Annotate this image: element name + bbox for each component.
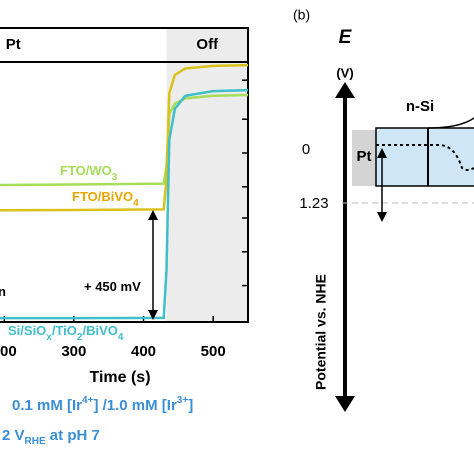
- level-label: 1.23: [299, 195, 328, 212]
- frame: [0, 27, 249, 323]
- series-line: [0, 88, 249, 320]
- contact: [352, 130, 376, 186]
- text-part: at pH 7: [46, 427, 100, 444]
- text-part: /TiO: [52, 323, 77, 338]
- arrow-head: [148, 310, 158, 320]
- region: [166, 28, 248, 322]
- annotation: FTO/BiVO4: [72, 189, 139, 209]
- text-part: /BiVO: [82, 323, 117, 338]
- text-part: n: [0, 284, 6, 299]
- text-part: ]: [188, 397, 193, 414]
- x-tick-label: 500: [201, 343, 226, 360]
- text-part: 3: [112, 172, 118, 183]
- text-part: RHE: [25, 436, 46, 447]
- annotation: + 450 mV: [84, 279, 141, 294]
- x-tick-label: 200: [0, 343, 17, 360]
- arrow-head: [148, 210, 158, 220]
- text-part: FTO/BiVO: [72, 189, 133, 204]
- annotation: 0.1 mM [Ir4+] /1.0 mM [Ir3+]: [12, 395, 193, 414]
- axis-label: Potential vs. NHE: [313, 274, 329, 390]
- contact-label: Pt: [357, 148, 372, 165]
- annotation: FTO/WO3: [60, 163, 118, 183]
- region-label: Pt: [6, 36, 21, 53]
- annotation: Si/SiOx/TiO2/BiVO4: [8, 323, 124, 343]
- text-part: 2 V: [2, 427, 25, 444]
- arrow-head: [335, 82, 355, 98]
- material-label: n-Si: [406, 98, 434, 115]
- semiconductor: [375, 127, 474, 187]
- text-part: 0.1 mM [Ir: [12, 397, 82, 414]
- x-axis-label: Time (s): [89, 369, 150, 386]
- level-label: 0: [302, 141, 310, 158]
- text-part: 4: [133, 198, 139, 209]
- text-part: 3+: [177, 395, 189, 406]
- band-edge: [427, 117, 474, 129]
- annotation: 2 VRHE at pH 7: [2, 427, 100, 447]
- panel-b: (b) E (V) 0 1.23 Potential vs. NHE Pt n-…: [293, 7, 474, 412]
- panel-a: Pt Off 200 300 400 500 Time (s) FTO/WO3 FTO/BiVO…: [0, 27, 249, 447]
- text-part: 2: [77, 332, 83, 343]
- x-tick-label: 300: [61, 343, 86, 360]
- text-part: Si/SiO: [8, 323, 46, 338]
- text-part: ] /1.0 mM [Ir: [93, 397, 177, 414]
- series-line: [0, 63, 249, 212]
- arrow-head: [377, 212, 387, 222]
- region-label: Off: [196, 36, 219, 53]
- arrow-head: [377, 148, 387, 158]
- axis-symbol: E: [339, 27, 353, 48]
- panel-tag: (b): [293, 7, 310, 23]
- arrow-head: [335, 396, 355, 412]
- text-part: x: [46, 332, 52, 343]
- axis-unit: (V): [336, 65, 353, 80]
- text-part: 4: [118, 332, 124, 343]
- text-part: 4+: [82, 395, 94, 406]
- text-part: + 450 mV: [84, 279, 141, 294]
- text-part: FTO/WO: [60, 163, 112, 178]
- x-tick-label: 400: [131, 343, 156, 360]
- fermi-level: [376, 144, 474, 171]
- annotation: n: [0, 284, 6, 299]
